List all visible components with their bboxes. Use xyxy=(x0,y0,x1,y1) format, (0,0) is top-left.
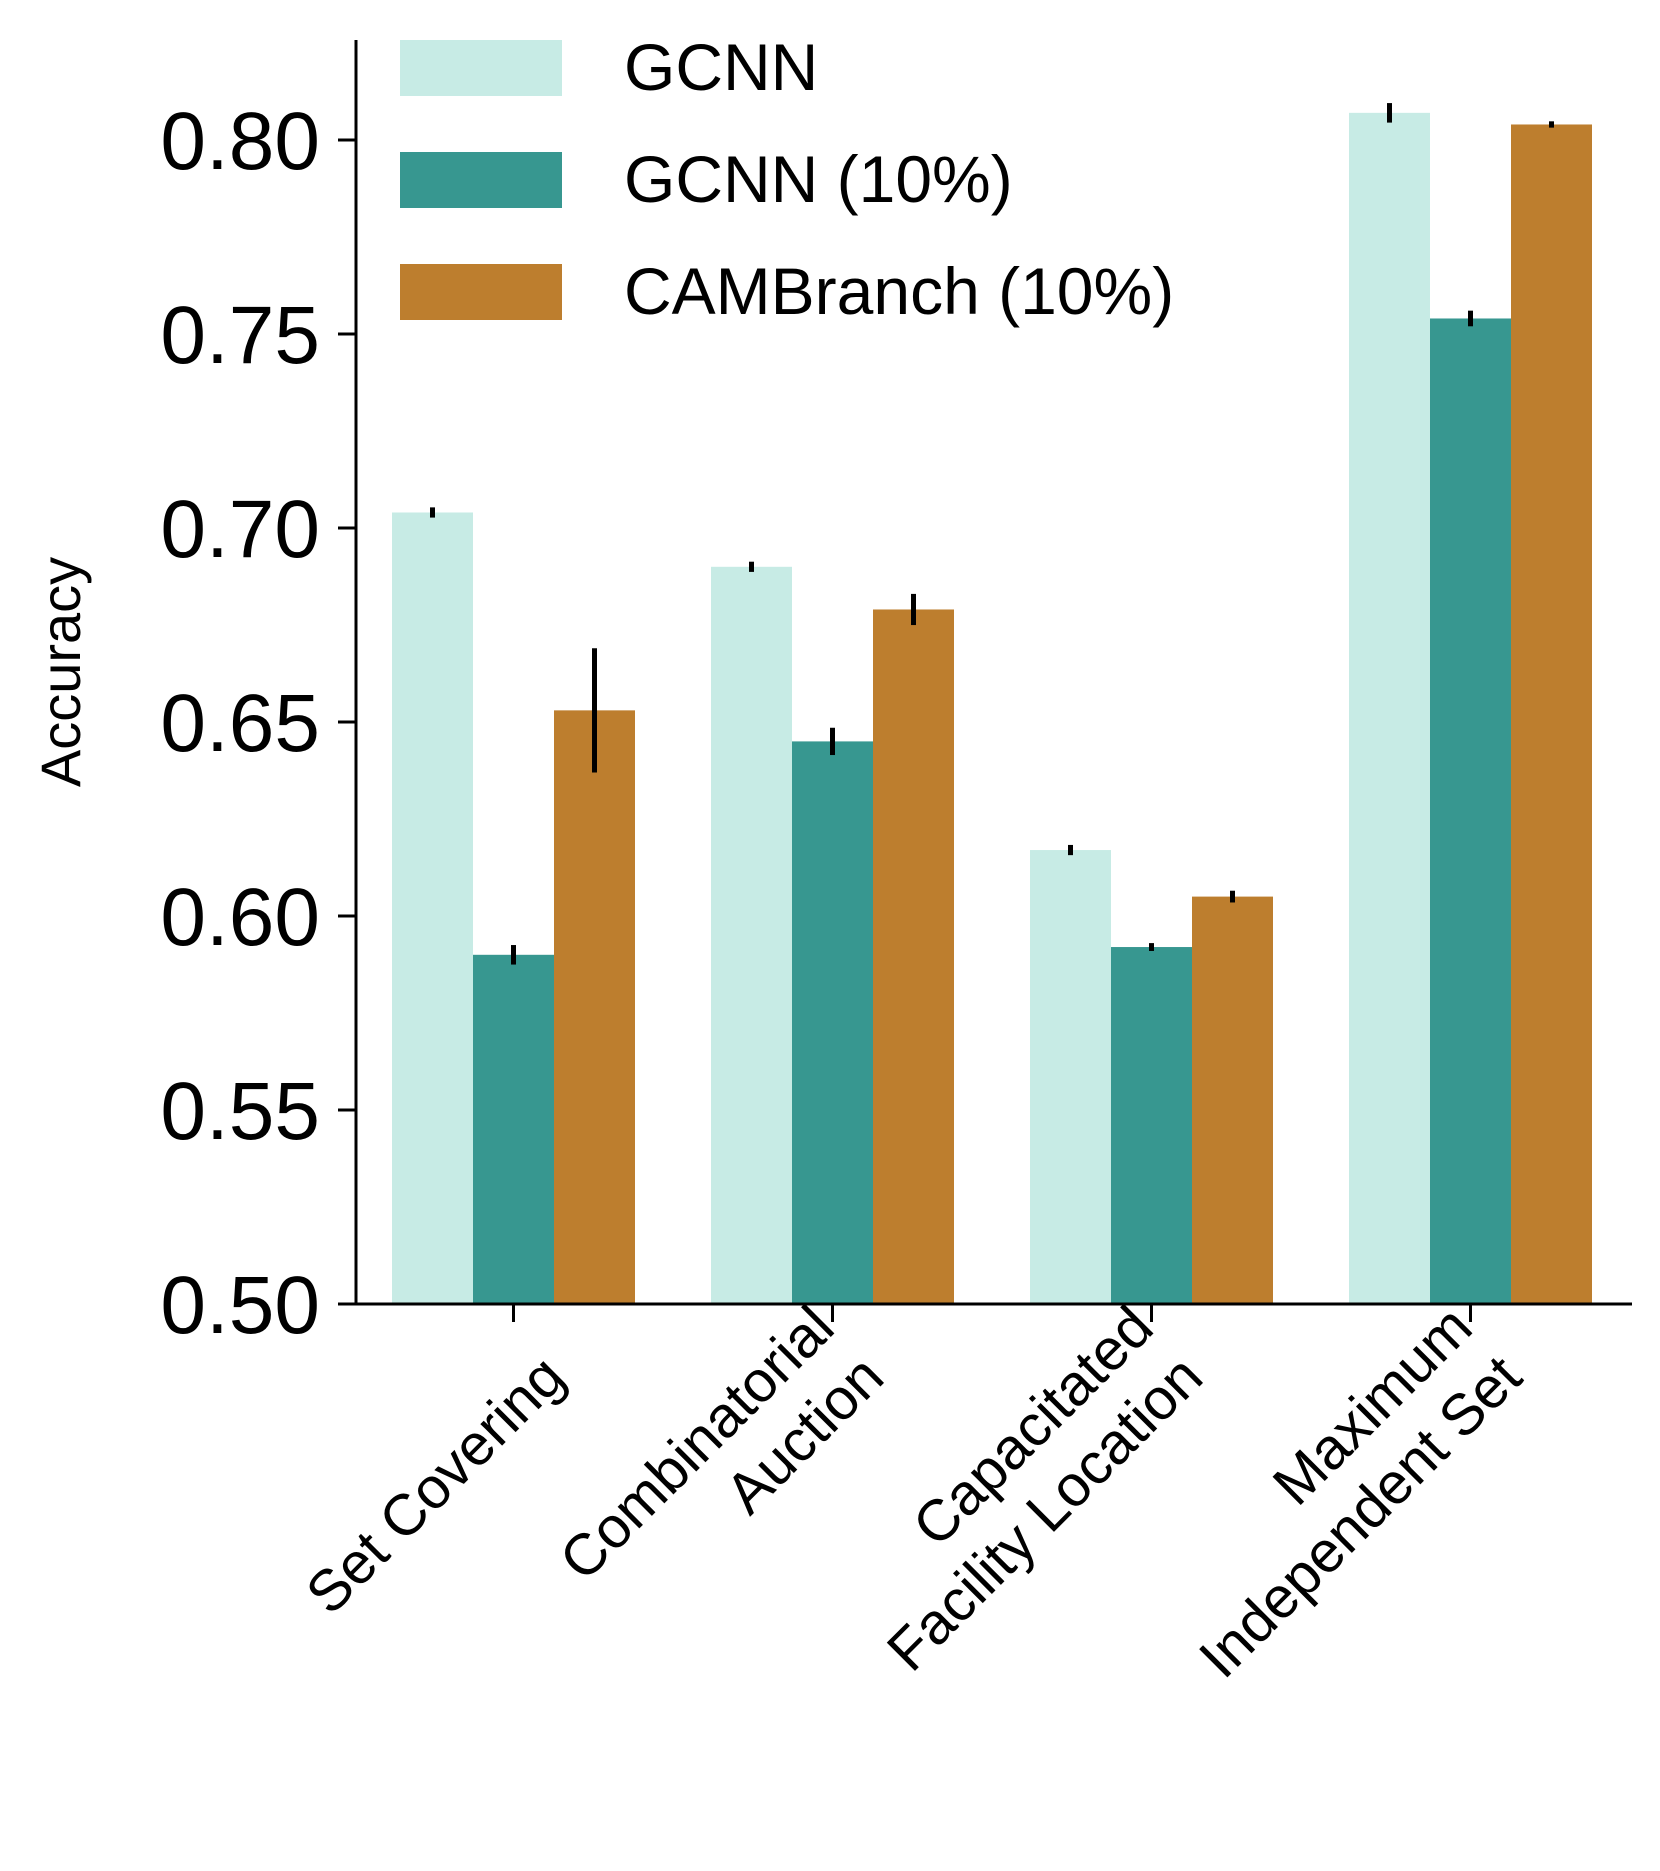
bar-gcnn-3 xyxy=(1349,112,1430,1305)
legend-label: GCNN (10%) xyxy=(624,142,1013,216)
bar-cambranch-10--3 xyxy=(1511,124,1592,1305)
axes-layer xyxy=(354,40,1632,1306)
legend: GCNN GCNN (10%) CAMBranch (10%) xyxy=(400,30,1174,328)
bar-gcnn-10--2 xyxy=(1111,947,1192,1304)
y-tick-label: 0.80 xyxy=(160,96,320,187)
legend-label: CAMBranch (10%) xyxy=(624,254,1174,328)
bar-gcnn-1 xyxy=(711,566,792,1304)
legend-label: GCNN xyxy=(624,30,818,104)
bar-cambranch-10--0 xyxy=(554,710,635,1304)
y-tick-label: 0.75 xyxy=(160,290,320,381)
bars-layer xyxy=(392,112,1592,1305)
y-tick-label: 0.60 xyxy=(160,872,320,963)
legend-swatch xyxy=(400,40,562,96)
error-bars-layer xyxy=(430,103,1554,965)
bar-gcnn-0 xyxy=(392,512,473,1304)
bar-gcnn-10--1 xyxy=(792,741,873,1304)
y-axis-label: Accuracy xyxy=(29,557,92,787)
bar-cambranch-10--1 xyxy=(873,609,954,1304)
legend-swatch xyxy=(400,264,562,320)
y-tick-label: 0.50 xyxy=(160,1260,320,1351)
y-tick-label: 0.65 xyxy=(160,678,320,769)
y-ticks: 0.50 0.55 0.60 0.65 0.70 0.75 0.80 xyxy=(160,96,356,1351)
x-tick-label-group: Set Covering xyxy=(294,1343,577,1626)
y-tick-label: 0.70 xyxy=(160,484,320,575)
y-tick-label: 0.55 xyxy=(160,1066,320,1157)
bar-gcnn-10--0 xyxy=(473,954,554,1304)
legend-swatch xyxy=(400,152,562,208)
bar-gcnn-2 xyxy=(1030,850,1111,1304)
bar-gcnn-10--3 xyxy=(1430,318,1511,1305)
bar-cambranch-10--2 xyxy=(1192,896,1273,1304)
x-tick-label: Set Covering xyxy=(294,1343,577,1626)
